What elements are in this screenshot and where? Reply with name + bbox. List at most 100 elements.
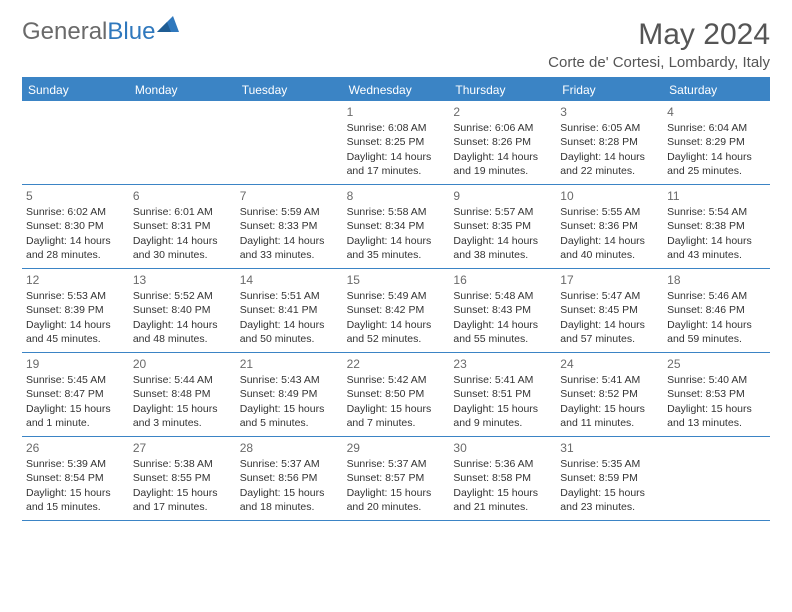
calendar-cell: 26Sunrise: 5:39 AMSunset: 8:54 PMDayligh… [22,437,129,521]
daylight-line: Daylight: 14 hours and 28 minutes. [26,234,125,262]
sunset-line: Sunset: 8:53 PM [667,387,766,401]
sunset-line: Sunset: 8:49 PM [240,387,339,401]
daylight-line: Daylight: 14 hours and 55 minutes. [453,318,552,346]
day-number: 10 [560,188,659,204]
calendar-cell: 5Sunrise: 6:02 AMSunset: 8:30 PMDaylight… [22,185,129,269]
day-number: 31 [560,440,659,456]
day-number: 17 [560,272,659,288]
weekday-header: Sunday [22,79,129,101]
day-number: 1 [347,104,446,120]
sunset-line: Sunset: 8:59 PM [560,471,659,485]
day-number: 7 [240,188,339,204]
calendar-cell: 31Sunrise: 5:35 AMSunset: 8:59 PMDayligh… [556,437,663,521]
sunset-line: Sunset: 8:36 PM [560,219,659,233]
calendar-cell: 28Sunrise: 5:37 AMSunset: 8:56 PMDayligh… [236,437,343,521]
daylight-line: Daylight: 15 hours and 20 minutes. [347,486,446,514]
sunset-line: Sunset: 8:33 PM [240,219,339,233]
sunset-line: Sunset: 8:57 PM [347,471,446,485]
sunset-line: Sunset: 8:29 PM [667,135,766,149]
calendar-cell: 15Sunrise: 5:49 AMSunset: 8:42 PMDayligh… [343,269,450,353]
day-number: 4 [667,104,766,120]
day-number: 19 [26,356,125,372]
daylight-line: Daylight: 14 hours and 22 minutes. [560,150,659,178]
sunset-line: Sunset: 8:51 PM [453,387,552,401]
calendar: SundayMondayTuesdayWednesdayThursdayFrid… [22,77,770,521]
daylight-line: Daylight: 14 hours and 52 minutes. [347,318,446,346]
sunset-line: Sunset: 8:46 PM [667,303,766,317]
day-number: 29 [347,440,446,456]
sunrise-line: Sunrise: 6:05 AM [560,121,659,135]
daylight-line: Daylight: 15 hours and 21 minutes. [453,486,552,514]
daylight-line: Daylight: 14 hours and 17 minutes. [347,150,446,178]
day-number: 24 [560,356,659,372]
calendar-cell: 13Sunrise: 5:52 AMSunset: 8:40 PMDayligh… [129,269,236,353]
daylight-line: Daylight: 14 hours and 43 minutes. [667,234,766,262]
sunset-line: Sunset: 8:55 PM [133,471,232,485]
sunrise-line: Sunrise: 5:52 AM [133,289,232,303]
calendar-cell: 10Sunrise: 5:55 AMSunset: 8:36 PMDayligh… [556,185,663,269]
sunset-line: Sunset: 8:25 PM [347,135,446,149]
day-number: 11 [667,188,766,204]
daylight-line: Daylight: 15 hours and 23 minutes. [560,486,659,514]
weekday-header: Thursday [449,79,556,101]
day-number: 13 [133,272,232,288]
calendar-cell: 9Sunrise: 5:57 AMSunset: 8:35 PMDaylight… [449,185,556,269]
sunrise-line: Sunrise: 6:01 AM [133,205,232,219]
sunrise-line: Sunrise: 5:39 AM [26,457,125,471]
daylight-line: Daylight: 15 hours and 13 minutes. [667,402,766,430]
daylight-line: Daylight: 15 hours and 5 minutes. [240,402,339,430]
day-number: 14 [240,272,339,288]
sunrise-line: Sunrise: 5:36 AM [453,457,552,471]
sunrise-line: Sunrise: 5:51 AM [240,289,339,303]
daylight-line: Daylight: 14 hours and 45 minutes. [26,318,125,346]
daylight-line: Daylight: 14 hours and 38 minutes. [453,234,552,262]
day-number: 21 [240,356,339,372]
day-number: 12 [26,272,125,288]
day-number: 2 [453,104,552,120]
triangle-icon [157,14,179,38]
calendar-cell-empty [22,101,129,185]
daylight-line: Daylight: 15 hours and 17 minutes. [133,486,232,514]
sunrise-line: Sunrise: 5:41 AM [560,373,659,387]
sunrise-line: Sunrise: 5:41 AM [453,373,552,387]
weekday-header: Wednesday [343,79,450,101]
calendar-cell-empty [663,437,770,521]
sunset-line: Sunset: 8:28 PM [560,135,659,149]
weekday-header: Monday [129,79,236,101]
calendar-cell: 21Sunrise: 5:43 AMSunset: 8:49 PMDayligh… [236,353,343,437]
daylight-line: Daylight: 15 hours and 18 minutes. [240,486,339,514]
sunrise-line: Sunrise: 5:46 AM [667,289,766,303]
calendar-cell-empty [129,101,236,185]
sunset-line: Sunset: 8:26 PM [453,135,552,149]
day-number: 22 [347,356,446,372]
daylight-line: Daylight: 15 hours and 15 minutes. [26,486,125,514]
daylight-line: Daylight: 14 hours and 57 minutes. [560,318,659,346]
day-number: 20 [133,356,232,372]
sunset-line: Sunset: 8:45 PM [560,303,659,317]
calendar-cell-empty [236,101,343,185]
sunrise-line: Sunrise: 5:55 AM [560,205,659,219]
sunset-line: Sunset: 8:58 PM [453,471,552,485]
day-number: 16 [453,272,552,288]
sunset-line: Sunset: 8:41 PM [240,303,339,317]
sunset-line: Sunset: 8:43 PM [453,303,552,317]
day-number: 5 [26,188,125,204]
weekday-header-row: SundayMondayTuesdayWednesdayThursdayFrid… [22,79,770,101]
calendar-cell: 23Sunrise: 5:41 AMSunset: 8:51 PMDayligh… [449,353,556,437]
daylight-line: Daylight: 15 hours and 9 minutes. [453,402,552,430]
daylight-line: Daylight: 15 hours and 3 minutes. [133,402,232,430]
daylight-line: Daylight: 14 hours and 59 minutes. [667,318,766,346]
sunrise-line: Sunrise: 5:57 AM [453,205,552,219]
calendar-cell: 18Sunrise: 5:46 AMSunset: 8:46 PMDayligh… [663,269,770,353]
sunset-line: Sunset: 8:50 PM [347,387,446,401]
sunset-line: Sunset: 8:56 PM [240,471,339,485]
sunrise-line: Sunrise: 5:53 AM [26,289,125,303]
daylight-line: Daylight: 14 hours and 30 minutes. [133,234,232,262]
daylight-line: Daylight: 14 hours and 25 minutes. [667,150,766,178]
day-number: 9 [453,188,552,204]
sunset-line: Sunset: 8:54 PM [26,471,125,485]
sunset-line: Sunset: 8:40 PM [133,303,232,317]
daylight-line: Daylight: 14 hours and 50 minutes. [240,318,339,346]
sunset-line: Sunset: 8:30 PM [26,219,125,233]
calendar-cell: 2Sunrise: 6:06 AMSunset: 8:26 PMDaylight… [449,101,556,185]
